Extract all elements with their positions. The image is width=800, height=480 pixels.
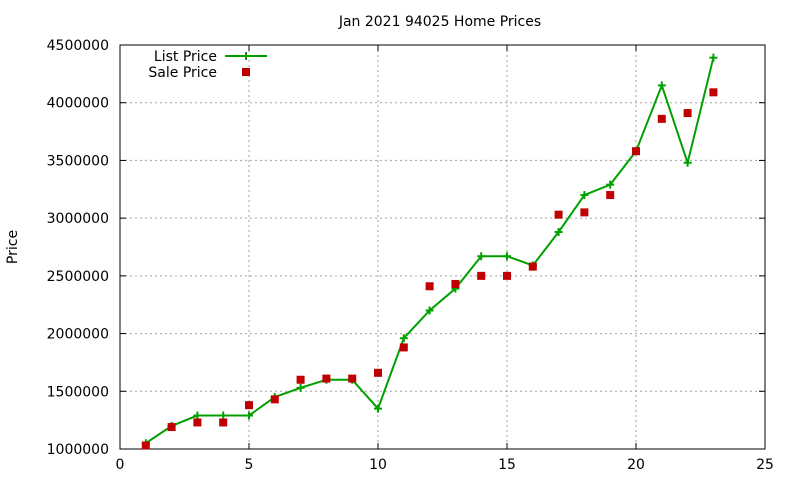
sale-price-point (322, 374, 331, 383)
list-price-point (657, 81, 666, 90)
sale-price-point (296, 375, 305, 384)
sale-price-point (554, 210, 563, 219)
list-price-point (193, 411, 202, 420)
list-price-point (296, 383, 305, 392)
sale-price-point (503, 271, 511, 280)
sale-price-point (580, 208, 589, 217)
x-tick-label: 10 (369, 457, 387, 473)
sale-price-point (141, 441, 150, 450)
list-price-point (425, 306, 434, 315)
list-price-point (503, 252, 511, 261)
x-tick-label: 25 (756, 457, 774, 473)
y-tick-label: 4000000 (47, 96, 109, 112)
sale-price-point (709, 88, 718, 97)
y-tick-label: 1500000 (47, 384, 109, 400)
legend-swatch-plus (242, 52, 250, 60)
sale-price-point (528, 262, 537, 271)
sale-price-point (167, 423, 176, 432)
chart-title: Jan 2021 94025 Home Prices (338, 14, 541, 30)
list-price-point (606, 180, 615, 189)
legend-label: Sale Price (148, 65, 217, 81)
list-price-point (399, 334, 408, 343)
sale-price-point (348, 374, 357, 383)
sale-price-point (245, 401, 253, 410)
plot-frame (119, 44, 766, 450)
y-tick-label: 1000000 (47, 442, 109, 458)
sale-price-point (374, 368, 382, 377)
sale-price-point (477, 271, 486, 280)
sale-price-point (451, 279, 460, 288)
series-list-price (141, 53, 718, 448)
x-tick-label: 5 (245, 457, 254, 473)
sale-price-point (632, 147, 640, 156)
list-price-point (709, 53, 718, 62)
y-tick-label: 2500000 (47, 269, 109, 285)
sale-price-point (683, 109, 692, 118)
sale-price-point (657, 114, 666, 123)
axis-ticks: 0 5 10 15 20 25 1000000 1500000 2000000 2500000 30… (47, 38, 774, 473)
sale-price-point (425, 282, 434, 291)
sale-price-point (606, 191, 615, 200)
y-tick-label: 3000000 (47, 211, 109, 227)
list-price-point (554, 227, 563, 236)
x-tick-label: 20 (627, 457, 645, 473)
y-axis-label: Price (5, 230, 21, 264)
sale-price-point (193, 418, 202, 427)
series-sale-price (141, 88, 718, 450)
sale-price-point (270, 395, 279, 404)
legend-label: List Price (154, 49, 217, 65)
list-price-point (683, 158, 692, 167)
list-price-point (219, 411, 228, 420)
list-price-point (374, 404, 382, 413)
sale-price-point (219, 418, 228, 427)
y-tick-label: 3500000 (47, 153, 109, 169)
series-layer (141, 53, 718, 450)
list-price-point (245, 411, 253, 420)
sale-price-point (399, 343, 408, 352)
list-price-point (477, 252, 486, 261)
y-tick-label: 4500000 (47, 38, 109, 54)
list-price-point (580, 191, 589, 200)
list-price-line (145, 57, 715, 445)
x-tick-label: 15 (498, 457, 516, 473)
grid-lines (120, 45, 765, 449)
legend-swatch-square (242, 68, 250, 76)
x-tick-label: 0 (116, 457, 125, 473)
y-tick-label: 2000000 (47, 327, 109, 343)
